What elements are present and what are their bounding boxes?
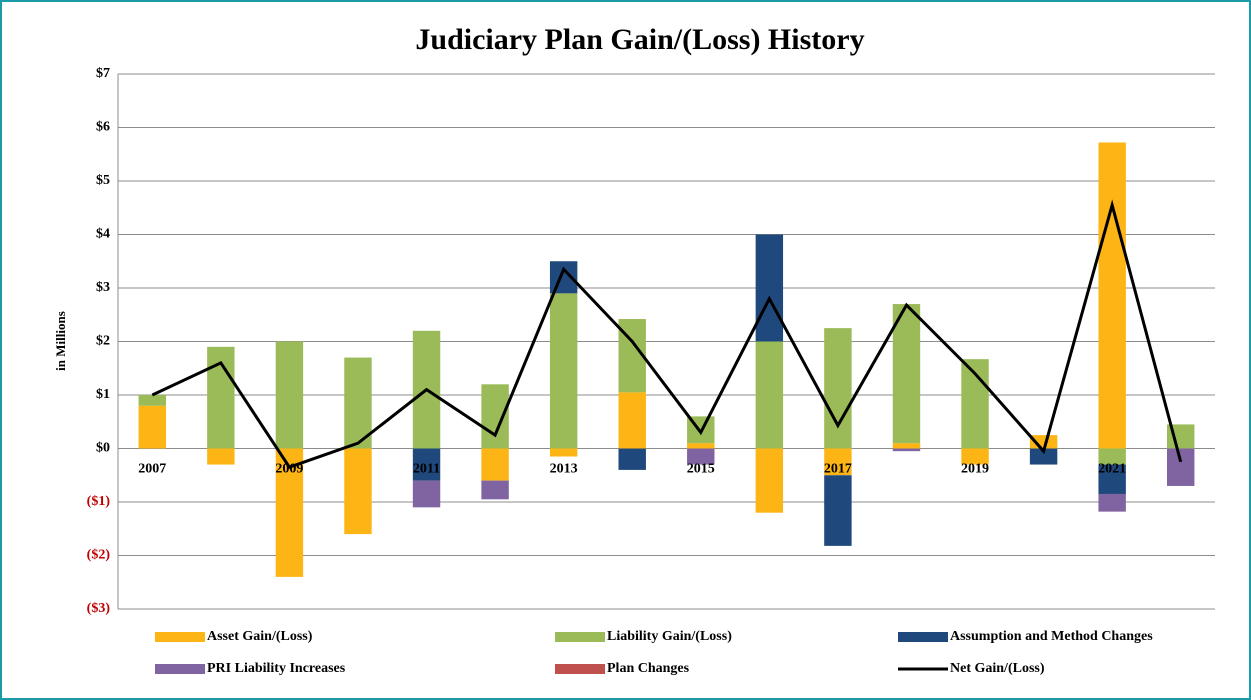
y-axis-label: in Millions [53, 311, 68, 371]
bar [138, 405, 166, 449]
legend-label: Plan Changes [607, 661, 690, 676]
bar [1098, 448, 1126, 465]
y-tick-label: $4 [96, 227, 110, 242]
x-tick-label: 2021 [1098, 462, 1126, 477]
bar [824, 475, 852, 546]
legend-swatch [898, 632, 948, 642]
bar [892, 304, 921, 444]
legend-label: PRI Liability Increases [207, 661, 346, 676]
y-tick-label: $0 [96, 441, 110, 456]
y-tick-label: $2 [96, 334, 110, 349]
legend-swatch [555, 664, 605, 674]
bar [755, 448, 784, 513]
bar [687, 448, 715, 465]
bar [275, 341, 304, 449]
legend-swatch [555, 632, 605, 642]
bar [481, 448, 509, 481]
bar [481, 480, 509, 500]
bar [275, 448, 304, 577]
bar [892, 443, 921, 449]
x-tick-label: 2013 [550, 462, 578, 477]
bar [412, 480, 441, 508]
legend-swatch [155, 632, 205, 642]
bar [755, 234, 784, 342]
bar [824, 328, 852, 449]
y-tick-label: $5 [96, 173, 110, 188]
legend-label: Assumption and Method Changes [950, 629, 1153, 644]
bar [412, 448, 441, 481]
y-tick-label: ($1) [87, 494, 111, 509]
bar [824, 448, 852, 476]
bar [481, 384, 509, 449]
y-tick-label: $6 [96, 120, 110, 135]
chart-title: Judiciary Plan Gain/(Loss) History [415, 23, 864, 56]
bar [755, 341, 784, 449]
y-tick-label: ($2) [87, 548, 111, 563]
bar [618, 392, 646, 449]
bar [344, 448, 372, 535]
y-tick-label: ($3) [87, 601, 111, 616]
x-tick-label: 2007 [138, 462, 166, 477]
bar [1167, 448, 1195, 486]
bar [1098, 493, 1126, 512]
bar [549, 293, 578, 449]
x-tick-label: 2015 [687, 462, 715, 477]
y-tick-label: $7 [96, 66, 110, 81]
y-tick-label: $1 [96, 387, 110, 402]
legend-swatch [155, 664, 205, 674]
bar [1098, 464, 1126, 494]
bar [618, 448, 646, 470]
legend-label: Net Gain/(Loss) [950, 661, 1045, 676]
net-line [151, 199, 1183, 470]
bar [207, 448, 235, 465]
legend-label: Liability Gain/(Loss) [607, 629, 732, 644]
bar [892, 448, 921, 452]
x-tick-label: 2019 [961, 462, 989, 477]
bar [1098, 142, 1126, 449]
bar [961, 448, 989, 465]
legend-label: Asset Gain/(Loss) [207, 629, 313, 644]
bar [138, 395, 166, 406]
bar [344, 357, 372, 449]
bar [1029, 448, 1058, 465]
x-tick-label: 2011 [413, 462, 440, 477]
bar [549, 448, 578, 457]
x-tick-label: 2017 [824, 462, 852, 477]
bar [687, 443, 715, 449]
y-tick-label: $3 [96, 280, 110, 295]
